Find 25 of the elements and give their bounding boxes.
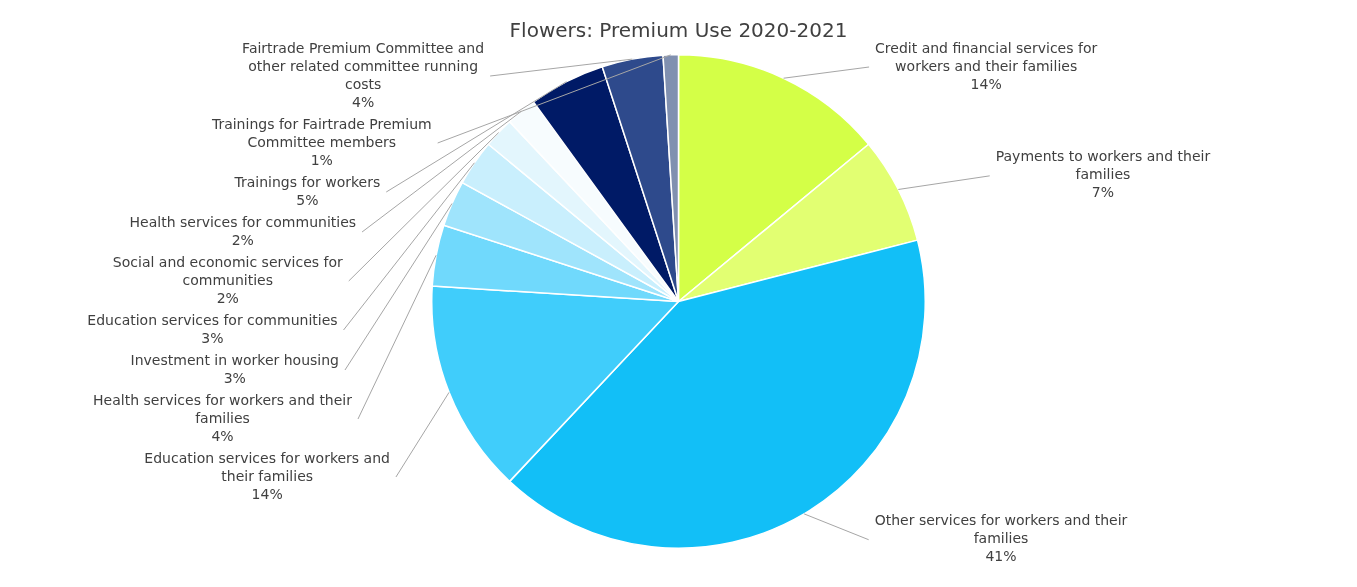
chart-title: Flowers: Premium Use 2020-2021 xyxy=(509,18,848,43)
data-label: 41% xyxy=(985,548,1017,565)
slice-label: Education services for communities xyxy=(87,311,338,328)
data-label: 4% xyxy=(352,93,375,110)
slice-label: Trainings for Fairtrade Premium Committee members xyxy=(210,115,432,150)
slice-label: Health services for communities xyxy=(129,213,357,230)
data-label: 1% xyxy=(310,151,333,168)
slice-label: Investment in worker housing xyxy=(130,351,339,368)
data-label: 14% xyxy=(970,75,1002,92)
slice-label: Education services for workers and their families xyxy=(144,449,390,484)
slice-label: Social and economic services for communities xyxy=(112,253,343,288)
slice-label: Trainings for workers xyxy=(233,173,381,190)
data-label: 3% xyxy=(223,369,246,386)
data-label: 14% xyxy=(251,485,283,502)
slice-label: Health services for workers and their families xyxy=(93,391,353,426)
slice-label: Other services for workers and their families xyxy=(874,512,1128,547)
data-label: 3% xyxy=(201,329,224,346)
slice-label: Fairtrade Premium Committee and other related committee running costs xyxy=(242,39,485,92)
data-label: 2% xyxy=(216,289,239,306)
data-label: 7% xyxy=(1091,184,1115,201)
data-label: 2% xyxy=(231,231,254,248)
slice-label: Payments to workers and their families xyxy=(995,148,1211,183)
data-label: 4% xyxy=(211,427,234,444)
slice-label: Credit and financial services for workers and their families xyxy=(875,39,1098,74)
data-label: 5% xyxy=(296,191,319,208)
